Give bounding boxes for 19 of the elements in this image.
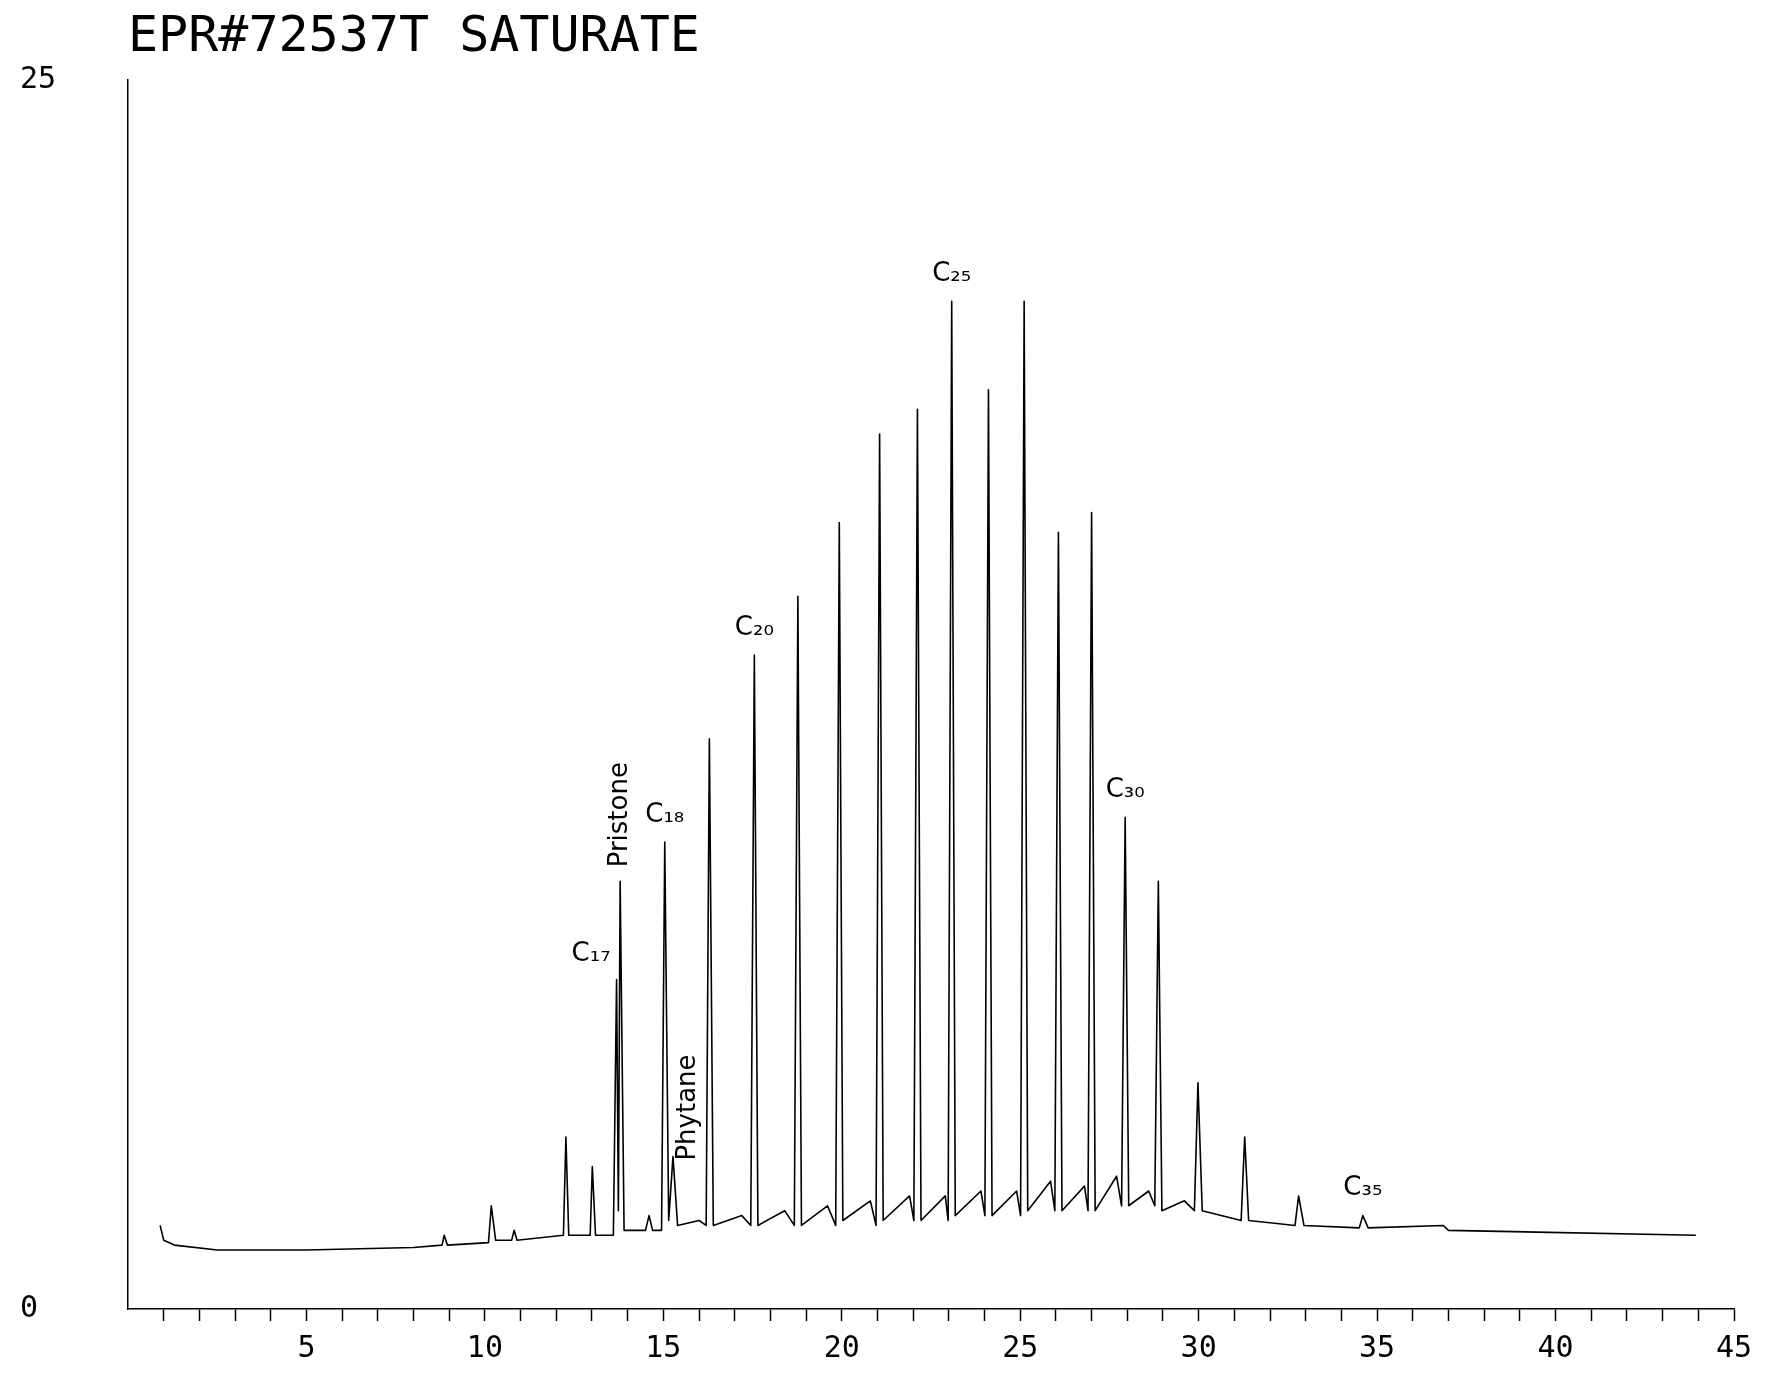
x-tick-label: 40	[1537, 1328, 1574, 1364]
x-tick-label: 5	[297, 1328, 316, 1364]
x-tick-label: 45	[1715, 1328, 1753, 1364]
annotation: C₁₈	[645, 797, 685, 828]
x-tick-label: 15	[645, 1328, 682, 1364]
x-tick-label: 30	[1180, 1328, 1217, 1364]
annotation: C₂₅	[932, 256, 972, 287]
annotation: C₁₇	[571, 937, 611, 968]
annotation: C₂₀	[734, 610, 774, 641]
x-tick-label: 10	[466, 1328, 503, 1364]
annotation: Pristone	[602, 762, 633, 868]
y-tick-label: 0	[20, 1288, 39, 1324]
x-tick-label: 35	[1359, 1328, 1396, 1364]
x-tick-label: 25	[1002, 1328, 1039, 1364]
annotation: C₃₀	[1105, 773, 1145, 804]
annotation: C₃₅	[1343, 1171, 1383, 1202]
annotation: Phytane	[670, 1054, 701, 1161]
chart-title: EPR#72537T SATURATE	[128, 4, 700, 63]
x-tick-label: 20	[823, 1328, 860, 1364]
